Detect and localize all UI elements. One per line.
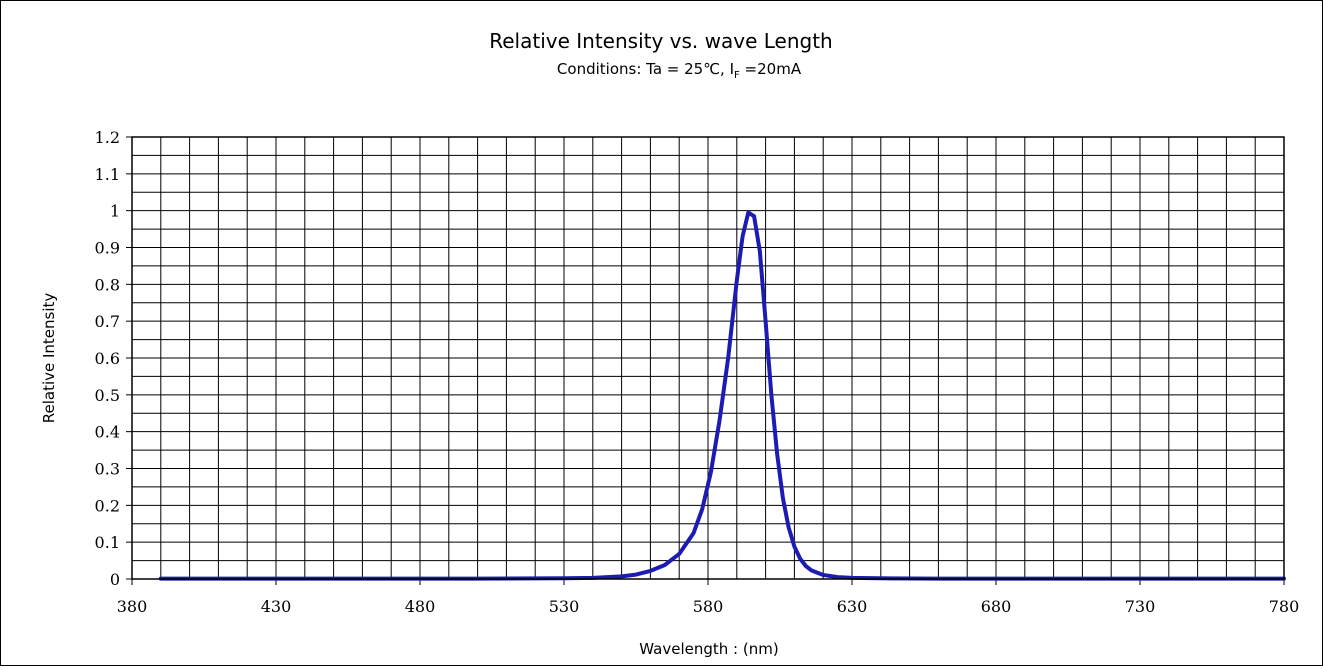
subtitle-subscript: F	[734, 70, 740, 81]
y-tick-label: 0.1	[95, 533, 120, 552]
x-tick-label: 530	[549, 597, 580, 616]
y-tick-label: 0	[110, 570, 120, 589]
x-tick-label: 730	[1125, 597, 1156, 616]
subtitle-suffix: =20mA	[740, 60, 802, 78]
x-axis-label: Wavelength : (nm)	[639, 640, 778, 658]
y-axis-ticks: 0 0.1 0.2 0.3 0.4 0.5 0.6 0.7 0.8 0.9 1 1.1 1.2	[95, 128, 132, 589]
y-tick-label: 0.8	[95, 275, 120, 294]
x-tick-label: 480	[405, 597, 436, 616]
y-tick-label: 0.6	[95, 349, 120, 368]
y-tick-label: 0.2	[95, 496, 120, 515]
series-line	[158, 210, 1286, 581]
chart-title: Relative Intensity vs. wave Length	[489, 29, 833, 53]
y-tick-label: 0.9	[95, 239, 120, 258]
y-tick-label: 1.2	[95, 128, 120, 147]
y-tick-label: 0.5	[95, 386, 120, 405]
subtitle-prefix: Conditions: Ta = 25℃, I	[557, 60, 734, 78]
x-tick-label: 380	[117, 597, 148, 616]
y-tick-label: 0.4	[95, 423, 120, 442]
grid	[131, 136, 1285, 580]
x-axis-ticks: 380 430 480 530 580 630 680 730 780	[117, 579, 1300, 616]
y-axis-label: Relative Intensity	[40, 293, 58, 424]
y-tick-label: 0.3	[95, 460, 120, 479]
plot-border	[131, 136, 1285, 580]
x-tick-label: 630	[837, 597, 868, 616]
y-tick-label: 1	[110, 202, 120, 221]
y-tick-label: 1.1	[95, 165, 120, 184]
chart-subtitle: Conditions: Ta = 25℃, IF =20mA	[557, 60, 802, 81]
x-tick-label: 580	[693, 597, 724, 616]
x-tick-label: 680	[981, 597, 1012, 616]
y-tick-label: 0.7	[95, 312, 120, 331]
x-tick-label: 430	[261, 597, 292, 616]
x-tick-label: 780	[1269, 597, 1300, 616]
